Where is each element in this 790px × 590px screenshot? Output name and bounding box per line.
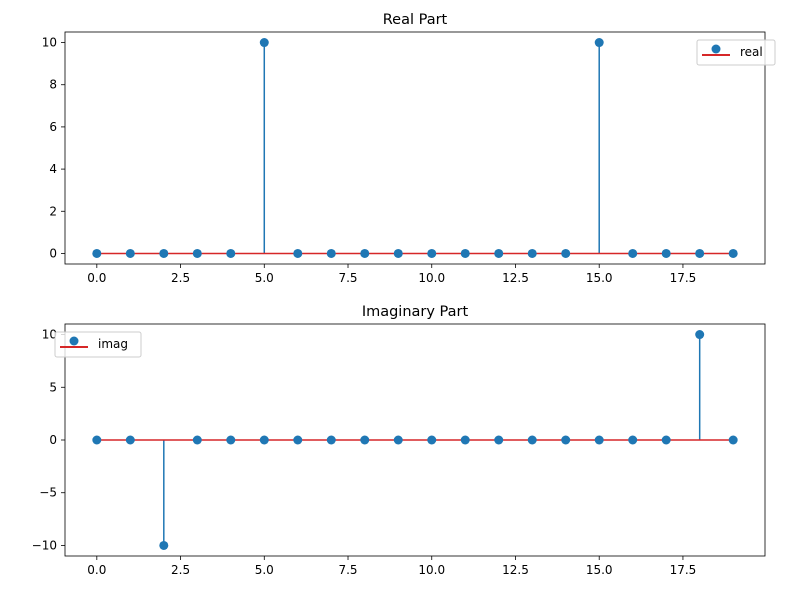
stem-marker [259,435,269,445]
y-axis: −10 −5 0 5 10 [32,328,65,552]
chart-title: Real Part [383,12,448,28]
y-tick-label: 10 [42,36,57,50]
plot-area [92,38,738,258]
x-tick-label: 10.0 [418,563,445,577]
stem-marker [92,248,102,258]
stem-marker [561,248,571,258]
y-tick-label: −5 [39,486,57,500]
stem-marker [494,248,504,258]
axes-frame [64,31,766,265]
stem-marker [728,435,738,445]
stem-marker [159,248,169,258]
stem-marker [695,330,705,340]
stem-marker [460,248,470,258]
x-axis: 0.0 2.5 5.0 7.5 10.0 12.5 15.0 17.5 [87,264,696,285]
x-tick-label: 7.5 [338,563,357,577]
y-axis: 0 2 4 6 8 10 [42,36,65,260]
y-tick-label: 0 [49,433,57,447]
x-tick-label: 5.0 [255,271,274,285]
stem-marker [594,435,604,445]
y-tick-label: 4 [49,162,57,176]
stem-marker [259,38,269,48]
stem-marker [728,248,738,258]
legend-marker-swatch [711,44,721,54]
stem-marker [527,248,537,258]
stem-marker [628,435,638,445]
x-tick-label: 12.5 [502,563,529,577]
x-tick-label: 5.0 [255,563,274,577]
stem-marker [393,435,403,445]
stem-marker [393,248,403,258]
legend: real [696,39,776,66]
stem-marker [159,540,169,550]
x-axis: 0.0 2.5 5.0 7.5 10.0 12.5 15.0 17.5 [87,556,696,577]
stem-marker [326,435,336,445]
x-tick-label: 15.0 [586,563,613,577]
stem-marker [427,248,437,258]
x-tick-label: 2.5 [171,271,190,285]
stem-marker [360,248,370,258]
y-tick-label: 6 [49,120,57,134]
stem-marker [527,435,537,445]
stem-marker [360,435,370,445]
stem-marker [494,435,504,445]
stem-marker [293,435,303,445]
subplot-imag: Imaginary Part 0.0 2.5 5.0 7.5 10.0 12.5 15.0 1… [32,304,766,577]
legend: imag [54,331,142,358]
subplot-real: Real Part 0.0 2.5 5.0 7.5 10.0 12.5 15.0 17.5 0… [42,12,776,285]
x-tick-label: 0.0 [87,563,106,577]
y-tick-label: 0 [49,246,57,260]
legend-marker-swatch [69,336,79,346]
stem-marker [561,435,571,445]
stem-marker [125,248,135,258]
y-tick-label: −10 [32,538,57,552]
y-tick-label: 8 [49,78,57,92]
chart-title: Imaginary Part [362,304,469,320]
stem-marker [125,435,135,445]
legend-box [696,39,776,66]
y-tick-label: 5 [49,380,57,394]
stem-marker [594,38,604,48]
stem-marker [226,248,236,258]
stem-marker [293,248,303,258]
x-tick-label: 7.5 [338,271,357,285]
x-tick-label: 12.5 [502,271,529,285]
stem-marker [427,435,437,445]
stem-marker [192,248,202,258]
stem-marker [226,435,236,445]
stem-marker [661,248,671,258]
stem-marker [92,435,102,445]
stem-marker [628,248,638,258]
y-tick-label: 2 [49,204,57,218]
x-tick-label: 10.0 [418,271,445,285]
legend-label: real [740,45,763,59]
stem-marker [326,248,336,258]
axes-frame [64,323,766,557]
x-tick-label: 17.5 [670,271,697,285]
plot-area [92,330,738,550]
stem-marker [661,435,671,445]
stem-marker [460,435,470,445]
x-tick-label: 0.0 [87,271,106,285]
x-tick-label: 17.5 [670,563,697,577]
x-tick-label: 2.5 [171,563,190,577]
x-tick-label: 15.0 [586,271,613,285]
legend-label: imag [98,337,128,351]
stem-marker [695,248,705,258]
y-tick-label: 10 [42,328,57,342]
stem-marker [192,435,202,445]
